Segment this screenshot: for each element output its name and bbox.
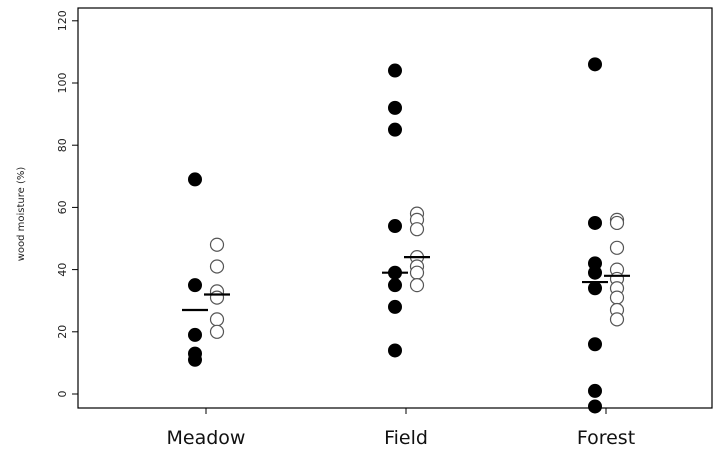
filled-point-field <box>388 100 402 115</box>
open-point-meadow <box>209 324 225 339</box>
category-label-field: Field <box>384 427 428 449</box>
plot-frame <box>77 7 713 409</box>
filled-point-field <box>388 299 402 314</box>
y-tick-label: 80 <box>56 138 69 152</box>
open-point-meadow <box>209 290 225 305</box>
filled-point-forest <box>588 337 602 352</box>
filled-point-meadow <box>188 172 202 187</box>
open-point-meadow <box>209 312 225 327</box>
filled-point-meadow <box>188 327 202 342</box>
open-point-forest <box>609 312 625 327</box>
open-point-forest <box>609 290 625 305</box>
filled-point-field <box>388 63 402 78</box>
open-point-field <box>409 265 425 280</box>
filled-point-forest <box>588 383 602 398</box>
filled-point-meadow <box>188 278 202 293</box>
y-tick-label: 60 <box>56 200 69 214</box>
y-tick-label: 100 <box>56 73 69 94</box>
y-axis-title: wood moisture (%) <box>16 167 27 262</box>
open-point-field <box>409 222 425 237</box>
filled-point-field <box>388 122 402 137</box>
filled-point-field <box>388 278 402 293</box>
filled-point-forest <box>588 281 602 296</box>
filled-point-meadow <box>188 352 202 367</box>
y-tick-label: 20 <box>56 325 69 339</box>
filled-point-field <box>388 219 402 234</box>
open-point-field <box>409 278 425 293</box>
open-point-forest <box>609 240 625 255</box>
filled-point-forest <box>588 399 602 414</box>
filled-point-forest <box>588 215 602 230</box>
open-point-forest <box>609 215 625 231</box>
filled-point-field <box>388 343 402 358</box>
category-label-forest: Forest <box>577 427 635 449</box>
y-tick-label: 0 <box>56 391 69 398</box>
open-point-meadow <box>209 259 225 274</box>
open-point-meadow <box>209 237 225 252</box>
category-label-meadow: Meadow <box>167 427 246 449</box>
filled-point-forest <box>588 265 602 280</box>
y-tick-label: 40 <box>56 263 69 277</box>
y-tick-label: 120 <box>56 10 69 31</box>
filled-point-forest <box>588 57 602 72</box>
